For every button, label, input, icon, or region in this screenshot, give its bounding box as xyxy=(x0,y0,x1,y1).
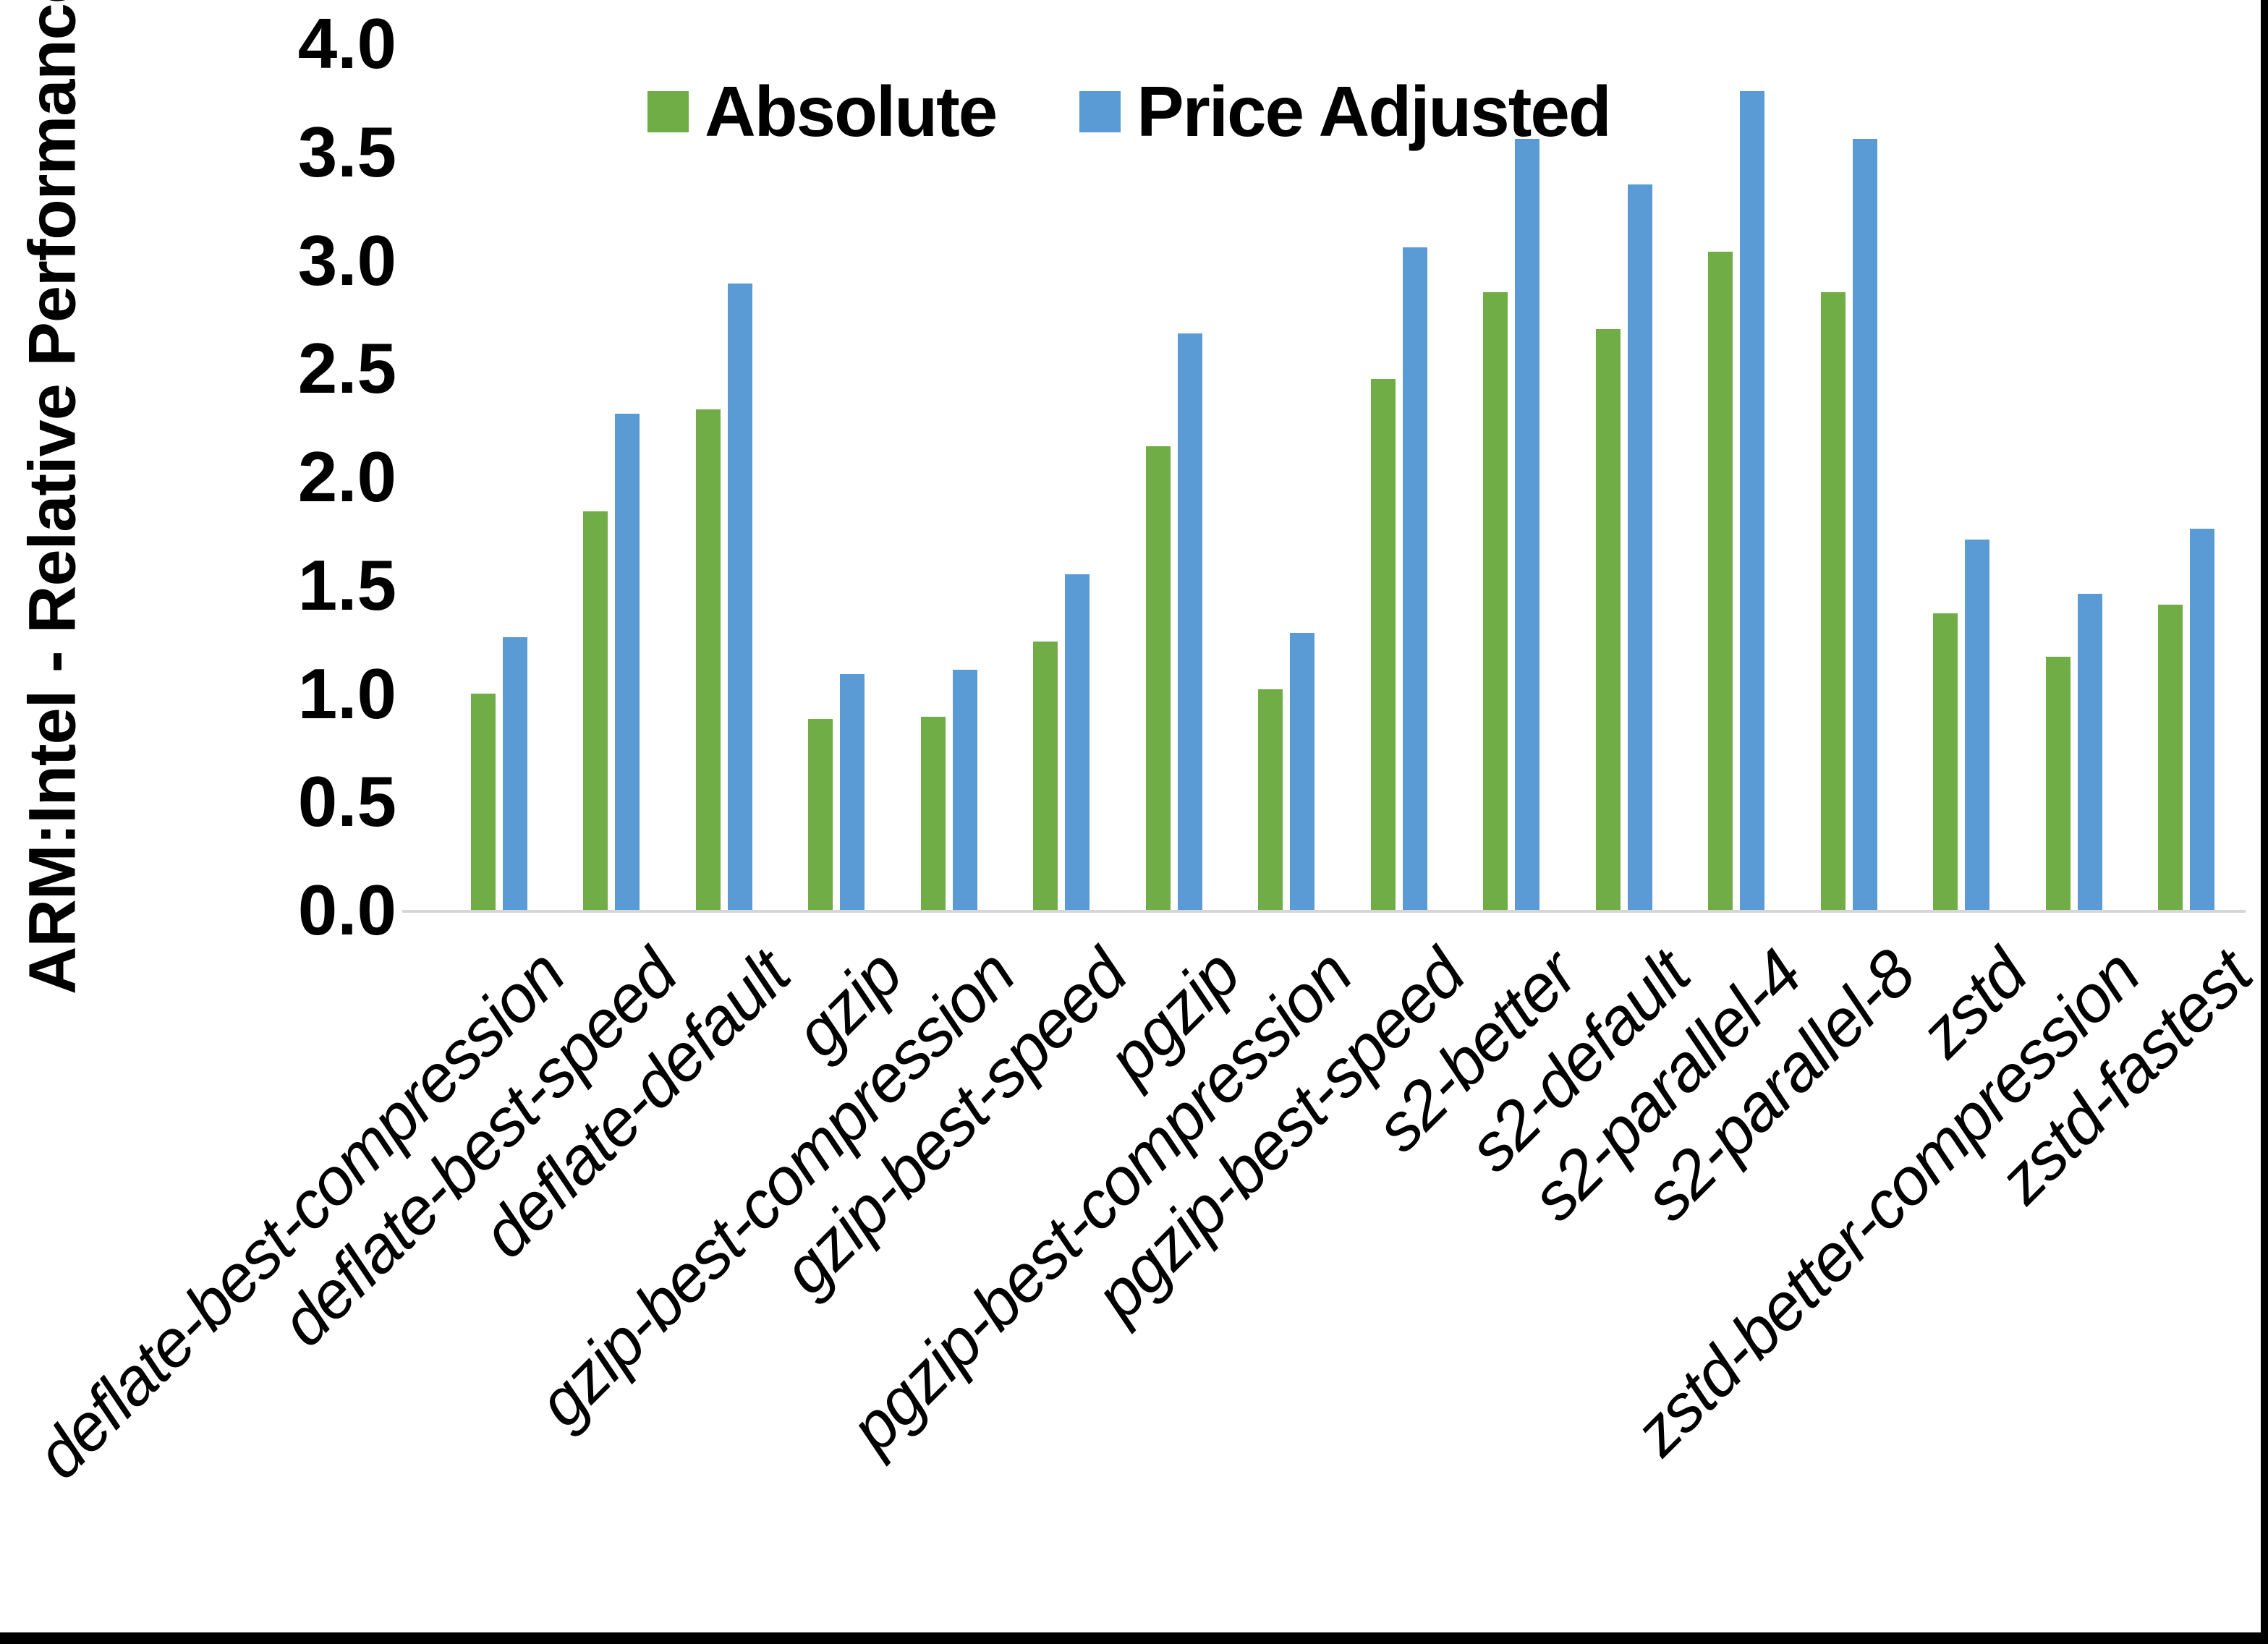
legend: Absolute Price Adjusted xyxy=(647,71,1612,153)
y-tick-label: 1.5 xyxy=(297,545,396,625)
bar-price-adjusted-gzip-best-compression xyxy=(952,669,977,910)
legend-swatch-icon xyxy=(1079,91,1121,132)
bar-price-adjusted-pgzip xyxy=(1177,333,1202,910)
y-tick-label: 4.0 xyxy=(297,4,396,83)
bar-absolute-gzip-best-compression xyxy=(920,717,946,910)
bar-price-adjusted-pgzip-best-compression xyxy=(1290,632,1315,910)
bar-absolute-gzip xyxy=(808,719,833,910)
bar-price-adjusted-gzip xyxy=(840,673,865,910)
bar-absolute-deflate-best-speed xyxy=(583,511,608,910)
y-tick-label: 3.0 xyxy=(297,220,396,300)
legend-label: Price Adjusted xyxy=(1137,72,1612,151)
bar-price-adjusted-s2-parallel-4 xyxy=(1740,90,1765,910)
bar-price-adjusted-deflate-best-compression xyxy=(502,636,527,910)
bar-absolute-deflate-best-compression xyxy=(470,693,496,910)
bar-absolute-s2-parallel-8 xyxy=(1820,292,1846,910)
bar-absolute-deflate-default xyxy=(695,409,721,910)
x-axis-line xyxy=(402,910,2246,913)
bar-absolute-s2-default xyxy=(1595,329,1621,910)
y-tick-label: 1.0 xyxy=(297,653,396,733)
bar-absolute-zstd-fastest xyxy=(2158,604,2183,910)
y-tick-label: 0.0 xyxy=(297,870,396,950)
bar-price-adjusted-zstd-better-compression xyxy=(2077,593,2102,910)
bar-price-adjusted-deflate-best-speed xyxy=(615,414,640,910)
bar-price-adjusted-gzip-best-speed xyxy=(1065,574,1090,910)
bar-price-adjusted-zstd-fastest xyxy=(2190,528,2215,910)
bar-absolute-zstd-better-compression xyxy=(2045,656,2070,910)
legend-swatch-icon xyxy=(647,91,689,132)
bar-price-adjusted-s2-parallel-8 xyxy=(1852,138,1877,910)
legend-label: Absolute xyxy=(705,72,998,151)
bar-price-adjusted-pgzip-best-speed xyxy=(1402,247,1427,910)
bar-absolute-pgzip-best-compression xyxy=(1258,689,1283,910)
bar-absolute-zstd xyxy=(1933,613,1958,910)
y-tick-label: 3.5 xyxy=(297,111,396,192)
y-tick-label: 0.5 xyxy=(297,762,396,842)
bar-price-adjusted-deflate-default xyxy=(727,284,752,910)
legend-item-absolute: Absolute xyxy=(647,71,998,153)
bar-absolute-gzip-best-speed xyxy=(1033,641,1058,910)
bar-absolute-s2-parallel-4 xyxy=(1708,251,1733,910)
legend-item-price-adjusted: Price Adjusted xyxy=(1079,71,1612,153)
y-tick-label: 2.0 xyxy=(297,437,396,516)
bar-absolute-pgzip xyxy=(1145,446,1171,910)
bar-price-adjusted-s2-better xyxy=(1515,138,1540,910)
bar-price-adjusted-s2-default xyxy=(1627,184,1652,910)
bar-absolute-pgzip-best-speed xyxy=(1370,379,1396,910)
y-tick-label: 2.5 xyxy=(297,328,396,409)
bar-price-adjusted-zstd xyxy=(1965,539,1990,910)
bar-absolute-s2-better xyxy=(1483,292,1508,910)
